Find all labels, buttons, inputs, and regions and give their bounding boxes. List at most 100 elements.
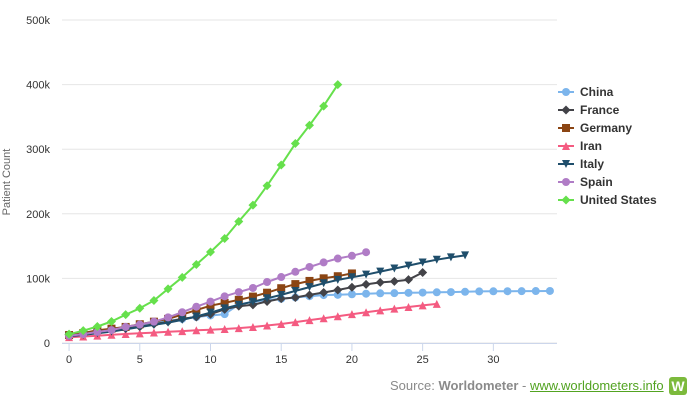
data-point-spain	[347, 251, 356, 260]
data-point-iran	[149, 328, 158, 337]
data-point-spain	[149, 317, 158, 326]
data-point-france	[305, 290, 314, 300]
data-point-iran	[362, 308, 371, 317]
legend-marker-iran	[562, 142, 570, 150]
legend-label-france[interactable]: France	[580, 103, 620, 117]
data-point-italy	[220, 304, 229, 313]
data-point-france	[347, 282, 357, 292]
y-tick-label: 0	[44, 338, 50, 350]
legend-item-china[interactable]: China	[558, 85, 614, 99]
data-point-italy	[432, 255, 441, 264]
data-point-italy	[376, 267, 385, 276]
data-point-united-states	[319, 101, 329, 111]
legend-item-iran[interactable]: Iran	[558, 139, 602, 153]
legend-label-spain[interactable]: Spain	[580, 175, 613, 189]
legend-label-china[interactable]: China	[580, 85, 614, 99]
legend-label-germany[interactable]: Germany	[580, 121, 632, 135]
data-point-italy	[178, 315, 187, 324]
data-point-france	[333, 285, 343, 295]
data-point-iran	[178, 327, 187, 336]
data-point-china	[418, 288, 427, 297]
data-point-china	[489, 287, 498, 296]
data-point-spain	[263, 278, 272, 287]
x-tick-label: 25	[417, 354, 429, 366]
y-tick-label: 500k	[26, 15, 50, 27]
legend-label-iran[interactable]: Iran	[580, 139, 602, 153]
data-point-united-states	[305, 120, 314, 130]
data-point-italy	[319, 279, 328, 288]
data-point-iran	[206, 325, 215, 334]
data-point-iran	[347, 310, 356, 319]
data-point-italy	[418, 258, 427, 267]
legend-marker-germany	[562, 124, 570, 132]
data-point-italy	[206, 308, 215, 317]
y-tick-label: 100k	[26, 273, 50, 285]
data-point-germany	[319, 274, 328, 283]
legend-item-france[interactable]: France	[558, 103, 620, 117]
data-point-china	[390, 289, 399, 298]
data-point-china	[376, 289, 385, 298]
legend-item-united-states[interactable]: United States	[558, 193, 657, 207]
source-link[interactable]: www.worldometers.info	[529, 378, 664, 393]
data-point-italy	[362, 270, 371, 279]
data-point-iran	[291, 318, 300, 327]
source-prefix: Source:	[390, 378, 435, 393]
legend[interactable]: China France Germany Iran Italy Spain United S…	[558, 85, 657, 207]
data-point-iran	[121, 329, 130, 338]
y-tick-label: 300k	[26, 144, 50, 156]
x-axis: 0 5 10 15 20 25 30	[62, 343, 557, 366]
legend-item-italy[interactable]: Italy	[558, 157, 604, 171]
legend-item-germany[interactable]: Germany	[558, 121, 632, 135]
data-point-france	[319, 288, 329, 298]
legend-item-spain[interactable]: Spain	[558, 175, 613, 189]
data-point-spain	[291, 267, 300, 276]
legend-marker-italy	[562, 160, 570, 168]
data-point-united-states	[135, 303, 145, 313]
data-point-iran	[305, 316, 314, 325]
data-point-iran	[234, 324, 243, 333]
data-point-italy	[263, 294, 272, 303]
data-point-italy	[461, 251, 470, 260]
data-point-united-states	[177, 272, 187, 282]
data-point-united-states	[206, 247, 215, 257]
data-point-iran	[248, 322, 257, 331]
data-point-united-states	[191, 260, 201, 270]
legend-marker-spain	[562, 178, 570, 186]
data-point-united-states	[149, 296, 159, 306]
data-point-germany	[248, 292, 257, 301]
legend-label-italy[interactable]: Italy	[580, 157, 604, 171]
x-tick-label: 20	[346, 354, 358, 366]
data-point-italy	[333, 275, 342, 284]
y-axis: 0 100k 200k 300k 400k 500k	[26, 15, 50, 350]
data-point-spain	[333, 254, 342, 263]
data-point-italy	[291, 286, 300, 295]
data-point-france	[375, 277, 385, 287]
data-point-iran	[263, 321, 272, 330]
legend-marker-china	[562, 88, 570, 96]
worldometer-logo-icon[interactable]: W	[669, 377, 687, 395]
data-point-spain	[93, 327, 102, 336]
data-point-spain	[362, 248, 371, 257]
data-point-france	[290, 292, 300, 302]
series-line-spain	[68, 251, 367, 337]
data-point-china	[220, 310, 229, 319]
x-tick-label: 30	[487, 354, 499, 366]
data-point-france	[361, 279, 371, 289]
data-point-italy	[305, 283, 314, 292]
legend-label-united-states[interactable]: United States	[580, 193, 657, 207]
data-point-italy	[192, 312, 201, 321]
data-point-china	[362, 289, 371, 298]
data-point-china	[545, 286, 554, 295]
data-point-germany	[206, 301, 215, 310]
data-point-italy	[248, 297, 257, 306]
data-point-china	[461, 287, 470, 296]
data-point-spain	[121, 322, 130, 331]
legend-marker-france	[561, 105, 571, 115]
data-point-italy	[277, 290, 286, 299]
data-point-spain	[305, 262, 314, 271]
data-point-iran	[432, 299, 441, 308]
data-point-spain	[319, 258, 328, 267]
data-point-united-states	[234, 216, 244, 226]
series-spain	[65, 248, 371, 340]
data-point-united-states	[64, 329, 74, 339]
